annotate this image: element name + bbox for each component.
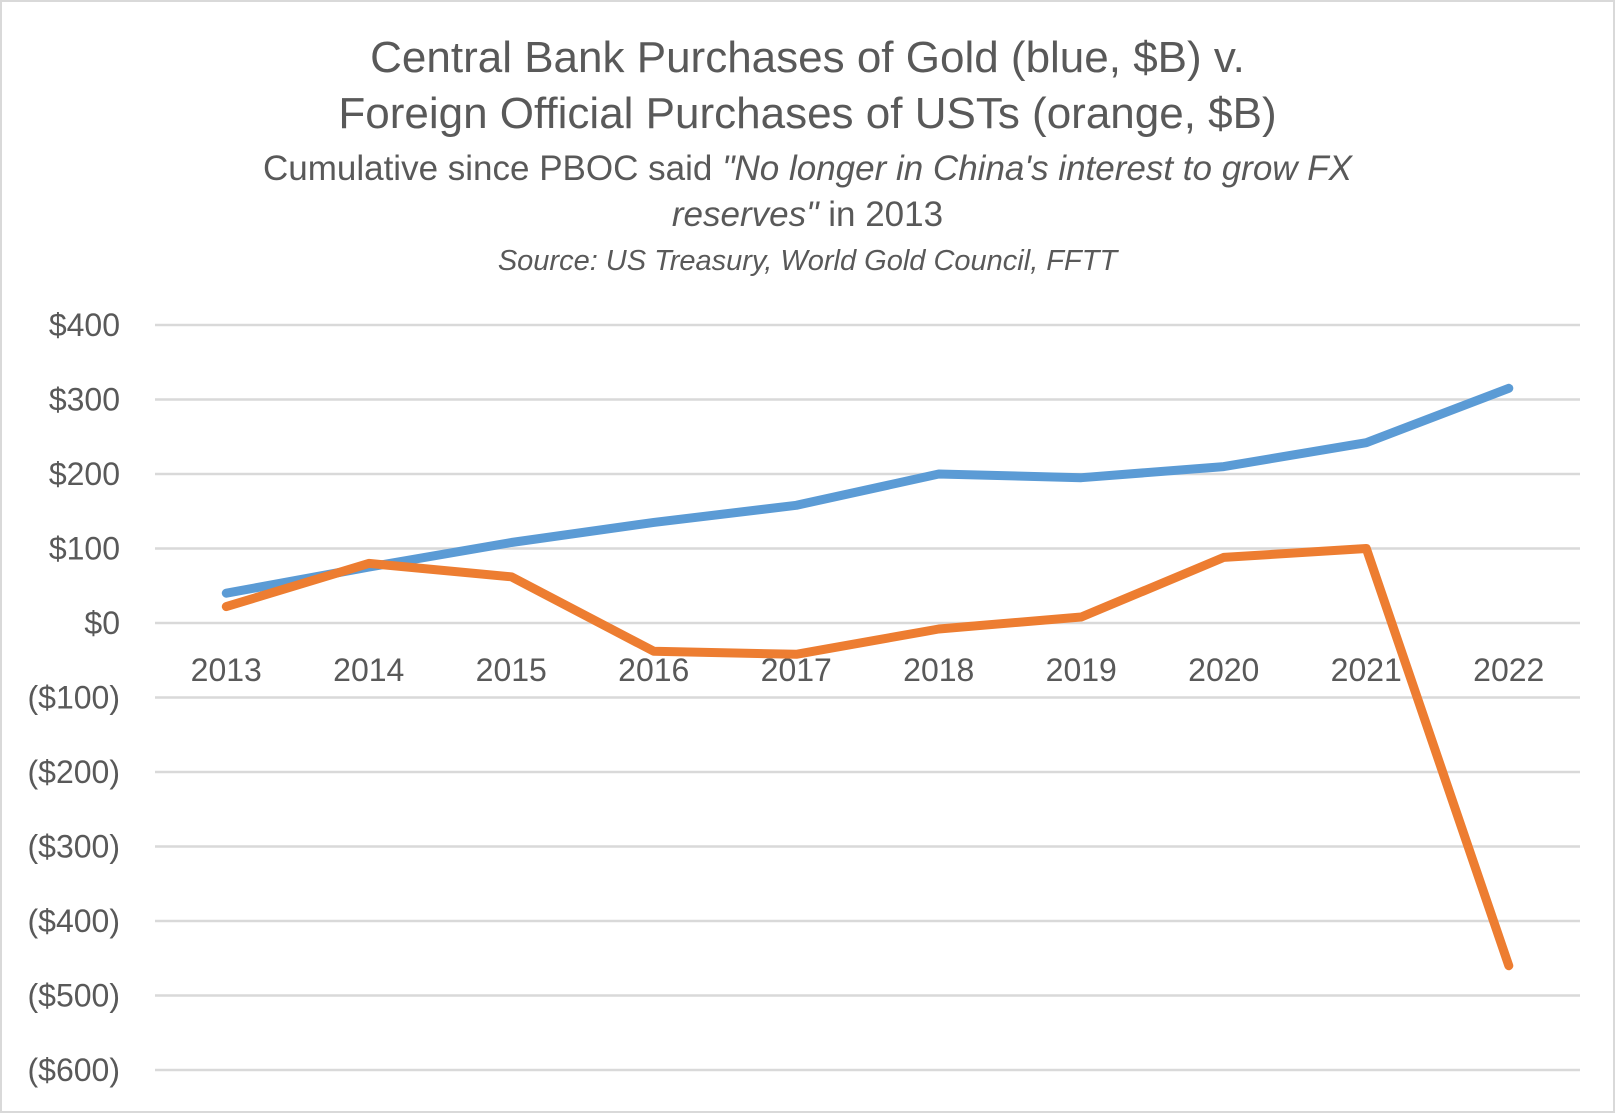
chart-subtitle: Cumulative since PBOC said "No longer in… [0, 146, 1615, 238]
series-line-blue [221, 383, 1514, 598]
x-tick-label: 2018 [903, 652, 974, 688]
chart-source: Source: US Treasury, World Gold Council,… [497, 245, 1118, 277]
x-axis-ticks: 2013 2014 2015 2016 2017 2018 2019 2020 2021 2022 [191, 652, 1545, 688]
chart-title-block: Central Bank Purchases of Gold (blue, $B… [0, 30, 1615, 280]
subtitle-text-part-1: Cumulative since PBOC said [262, 149, 723, 188]
x-tick-label: 2022 [1473, 652, 1544, 688]
x-tick-label: 2014 [333, 652, 404, 688]
y-tick-label: ($600) [28, 1052, 121, 1088]
y-tick-label: ($500) [28, 978, 121, 1014]
series-lines [221, 383, 1514, 971]
gridlines [155, 323, 1580, 1072]
y-tick-label: $200 [49, 456, 120, 492]
chart-subtitle-line-1: Cumulative since PBOC said "No longer in… [0, 146, 1615, 192]
y-tick-label: ($200) [28, 754, 121, 790]
y-axis-ticks: $400 $300 $200 $100 $0 ($100) ($200) ($300) ($40… [28, 307, 121, 1088]
x-tick-label: 2019 [1046, 652, 1117, 688]
x-tick-label: 2015 [476, 652, 547, 688]
subtitle-quote-line-2: reserves" [671, 195, 819, 234]
x-tick-label: 2013 [191, 652, 262, 688]
subtitle-text-part-2: in 2013 [818, 195, 944, 234]
y-tick-label: $0 [84, 605, 120, 641]
x-tick-label: 2020 [1188, 652, 1259, 688]
y-tick-label: $300 [49, 382, 120, 418]
series-line-orange [221, 544, 1514, 971]
y-tick-label: ($300) [28, 829, 121, 865]
x-tick-label: 2016 [618, 652, 689, 688]
subtitle-quote-line-1: "No longer in China's interest to grow F… [722, 149, 1353, 188]
y-tick-label: ($100) [28, 680, 121, 716]
chart-title-line-2: Foreign Official Purchases of USTs (oran… [338, 89, 1277, 138]
x-tick-label: 2021 [1331, 652, 1402, 688]
y-tick-label: ($400) [28, 903, 121, 939]
y-tick-label: $100 [49, 531, 120, 567]
y-tick-label: $400 [49, 307, 120, 343]
chart-title-line-1: Central Bank Purchases of Gold (blue, $B… [370, 33, 1245, 82]
chart-subtitle-line-2: reserves" in 2013 [0, 192, 1615, 238]
